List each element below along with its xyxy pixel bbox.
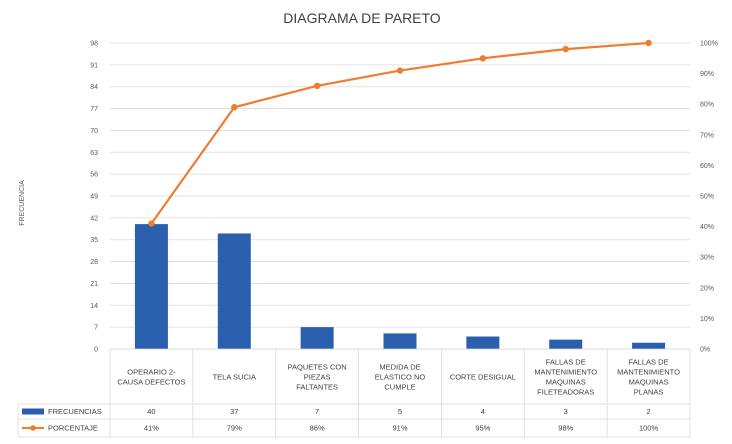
category-label: FILETEADORAS: [537, 388, 594, 397]
left-tick-label: 42: [90, 215, 98, 222]
table-value-frequency: 37: [230, 407, 238, 416]
right-tick-label: 40%: [700, 224, 714, 231]
line-point: [479, 55, 487, 62]
left-tick-label: 63: [90, 150, 98, 157]
table-value-percentage: 95%: [475, 424, 490, 433]
line-point: [231, 104, 238, 111]
legend-swatch-bars: [22, 408, 44, 415]
left-tick-label: 56: [90, 172, 98, 179]
right-tick-label: 0%: [700, 347, 710, 354]
left-tick-label: 84: [90, 84, 98, 91]
category-label: FALLAS DE: [546, 358, 586, 367]
table-value-frequency: 40: [147, 407, 155, 416]
right-axis-ticks: 0% 10% 20% 30% 40% 50% 60% 70% 80% 90% 100%: [700, 41, 718, 354]
legend-swatch-marker: [30, 425, 36, 431]
bar: [466, 336, 500, 349]
category-label: CAUSA DEFECTOS: [117, 378, 185, 387]
left-tick-label: 98: [90, 41, 98, 48]
right-tick-label: 30%: [700, 255, 714, 262]
line-point: [313, 82, 321, 90]
right-tick-label: 70%: [700, 132, 714, 139]
category-label: ELASTICO NO: [375, 373, 426, 382]
right-tick-label: 60%: [700, 163, 714, 170]
category-label: MANTENIMIENTO: [534, 368, 597, 377]
table-value-percentage: 79%: [227, 424, 242, 433]
line-series: [148, 39, 652, 227]
category-label: CORTE DESIGUAL: [450, 373, 516, 382]
bar: [549, 339, 583, 349]
legend-label-line: PORCENTAJE: [48, 424, 98, 433]
bar: [217, 233, 251, 349]
left-tick-label: 35: [90, 237, 98, 244]
category-label: MAQUINAS: [629, 378, 669, 387]
gridlines: [110, 42, 690, 350]
left-axis-ticks: 0 7 14 21 28 35 42 49 56 63 70 77 84 91 98: [90, 41, 98, 354]
category-label: TELA SUCIA: [213, 373, 256, 382]
left-tick-label: 77: [90, 106, 98, 113]
right-tick-label: 10%: [700, 316, 714, 323]
category-label: CUMPLE: [384, 383, 415, 392]
table-value-frequency: 2: [646, 407, 650, 416]
table-value-percentage: 86%: [310, 424, 325, 433]
legend-label-bars: FRECUENCIAS: [48, 407, 102, 416]
bar-series: [134, 224, 666, 349]
table-value-frequency: 5: [398, 407, 402, 416]
line-point: [645, 39, 652, 47]
left-tick-label: 49: [90, 194, 98, 201]
table-value-percentage: 98%: [558, 424, 573, 433]
right-tick-label: 100%: [700, 41, 718, 48]
category-label: MAQUINAS: [546, 378, 586, 387]
bar: [383, 333, 417, 349]
y-axis-title: FRECUENCIA: [19, 180, 26, 226]
category-label: PAQUETES CON: [288, 363, 347, 372]
table-value-frequency: 4: [481, 407, 485, 416]
category-label: MEDIDA DE: [379, 363, 420, 372]
category-label: PLANAS: [634, 388, 664, 397]
left-tick-label: 14: [90, 303, 98, 310]
line-point: [562, 45, 569, 53]
table-value-frequency: 3: [564, 407, 568, 416]
right-tick-label: 50%: [700, 194, 714, 201]
category-label: MANTENIMIENTO: [617, 368, 680, 377]
right-tick-label: 90%: [700, 71, 714, 78]
line-point: [396, 67, 404, 74]
category-label: FALLAS DE: [629, 358, 669, 367]
left-tick-label: 28: [90, 259, 98, 266]
category-label: PIEZAS: [304, 373, 331, 382]
bar: [632, 342, 666, 349]
category-label: FALTANTES: [296, 383, 338, 392]
bar: [134, 224, 168, 349]
left-tick-label: 70: [90, 128, 98, 135]
right-tick-label: 80%: [700, 102, 714, 109]
line-point: [148, 220, 155, 227]
data-table: OPERARIO 2-CAUSA DEFECTOS TELA SUCIA PAQUE…: [17, 348, 691, 438]
right-tick-label: 20%: [700, 285, 714, 292]
table-value-percentage: 91%: [392, 424, 407, 433]
left-tick-label: 7: [94, 325, 98, 332]
table-value-percentage: 100%: [639, 424, 659, 433]
chart-title: DIAGRAMA DE PARETO: [283, 10, 441, 26]
table-value-percentage: 41%: [144, 424, 159, 433]
left-tick-label: 91: [90, 62, 98, 69]
category-label: OPERARIO 2-: [127, 368, 176, 377]
table-value-frequency: 7: [315, 407, 319, 416]
left-tick-label: 21: [90, 281, 98, 288]
left-tick-label: 0: [94, 347, 98, 354]
bar: [300, 327, 334, 349]
